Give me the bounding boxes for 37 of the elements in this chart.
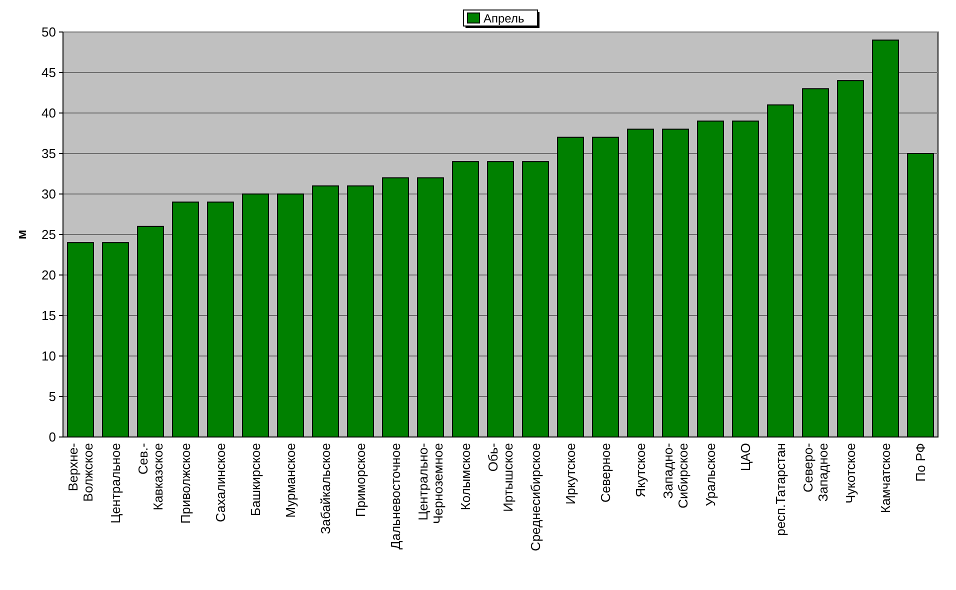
- x-tick-label: Чукотское: [843, 443, 858, 504]
- x-tick-label: Центрально- Черноземное: [416, 443, 446, 524]
- y-tick-label: 40: [42, 106, 56, 121]
- y-tick-label: 5: [48, 389, 56, 404]
- y-tick-label: 35: [42, 146, 56, 162]
- x-tick-label: Уральское: [703, 443, 718, 506]
- x-tick-label: Приморское: [353, 443, 368, 518]
- x-tick-label: Северное: [598, 443, 614, 502]
- x-tick-label: Мурманское: [283, 443, 298, 518]
- x-tick-label: Забайкальское: [318, 443, 334, 534]
- x-tick-label: Сахалинское: [213, 443, 228, 522]
- x-tick-label: Приволжское: [178, 443, 194, 524]
- y-tick-label: 25: [42, 227, 56, 242]
- y-tick-label: 10: [42, 348, 56, 364]
- y-tick-label: 45: [42, 65, 56, 80]
- y-axis-title: м: [14, 230, 29, 240]
- x-tick-label: Верхне- Волжское: [66, 443, 96, 502]
- x-tick-label: По РФ: [913, 442, 928, 482]
- x-tick-label: респ.Татарстан: [773, 443, 788, 536]
- y-tick-label: 20: [42, 268, 56, 283]
- x-tick-label: Западно- Сибирское: [660, 443, 691, 508]
- x-tick-label: Башкирское: [248, 443, 264, 516]
- x-tick-label: ЦАО: [738, 443, 754, 472]
- y-tick-label: 15: [42, 308, 56, 324]
- legend-label: Апрель: [484, 12, 524, 26]
- x-tick-label: Колымское: [458, 443, 474, 510]
- x-tick-label: Камчатское: [878, 443, 894, 514]
- x-tick-label: Иркутское: [563, 443, 578, 505]
- x-tick-label: Дальневосточное: [388, 443, 404, 550]
- x-tick-label: Центральное: [108, 443, 124, 524]
- x-tick-label: Сев.- Кавказское: [136, 443, 166, 510]
- x-tick-label: Якутское: [633, 443, 648, 498]
- y-tick-label: 0: [48, 430, 56, 445]
- x-tick-label: Среднесибирское: [528, 443, 544, 552]
- y-tick-label: 30: [42, 186, 56, 202]
- x-tick-label: Обь- Иртышское: [486, 443, 516, 512]
- y-tick-label: 50: [42, 24, 56, 40]
